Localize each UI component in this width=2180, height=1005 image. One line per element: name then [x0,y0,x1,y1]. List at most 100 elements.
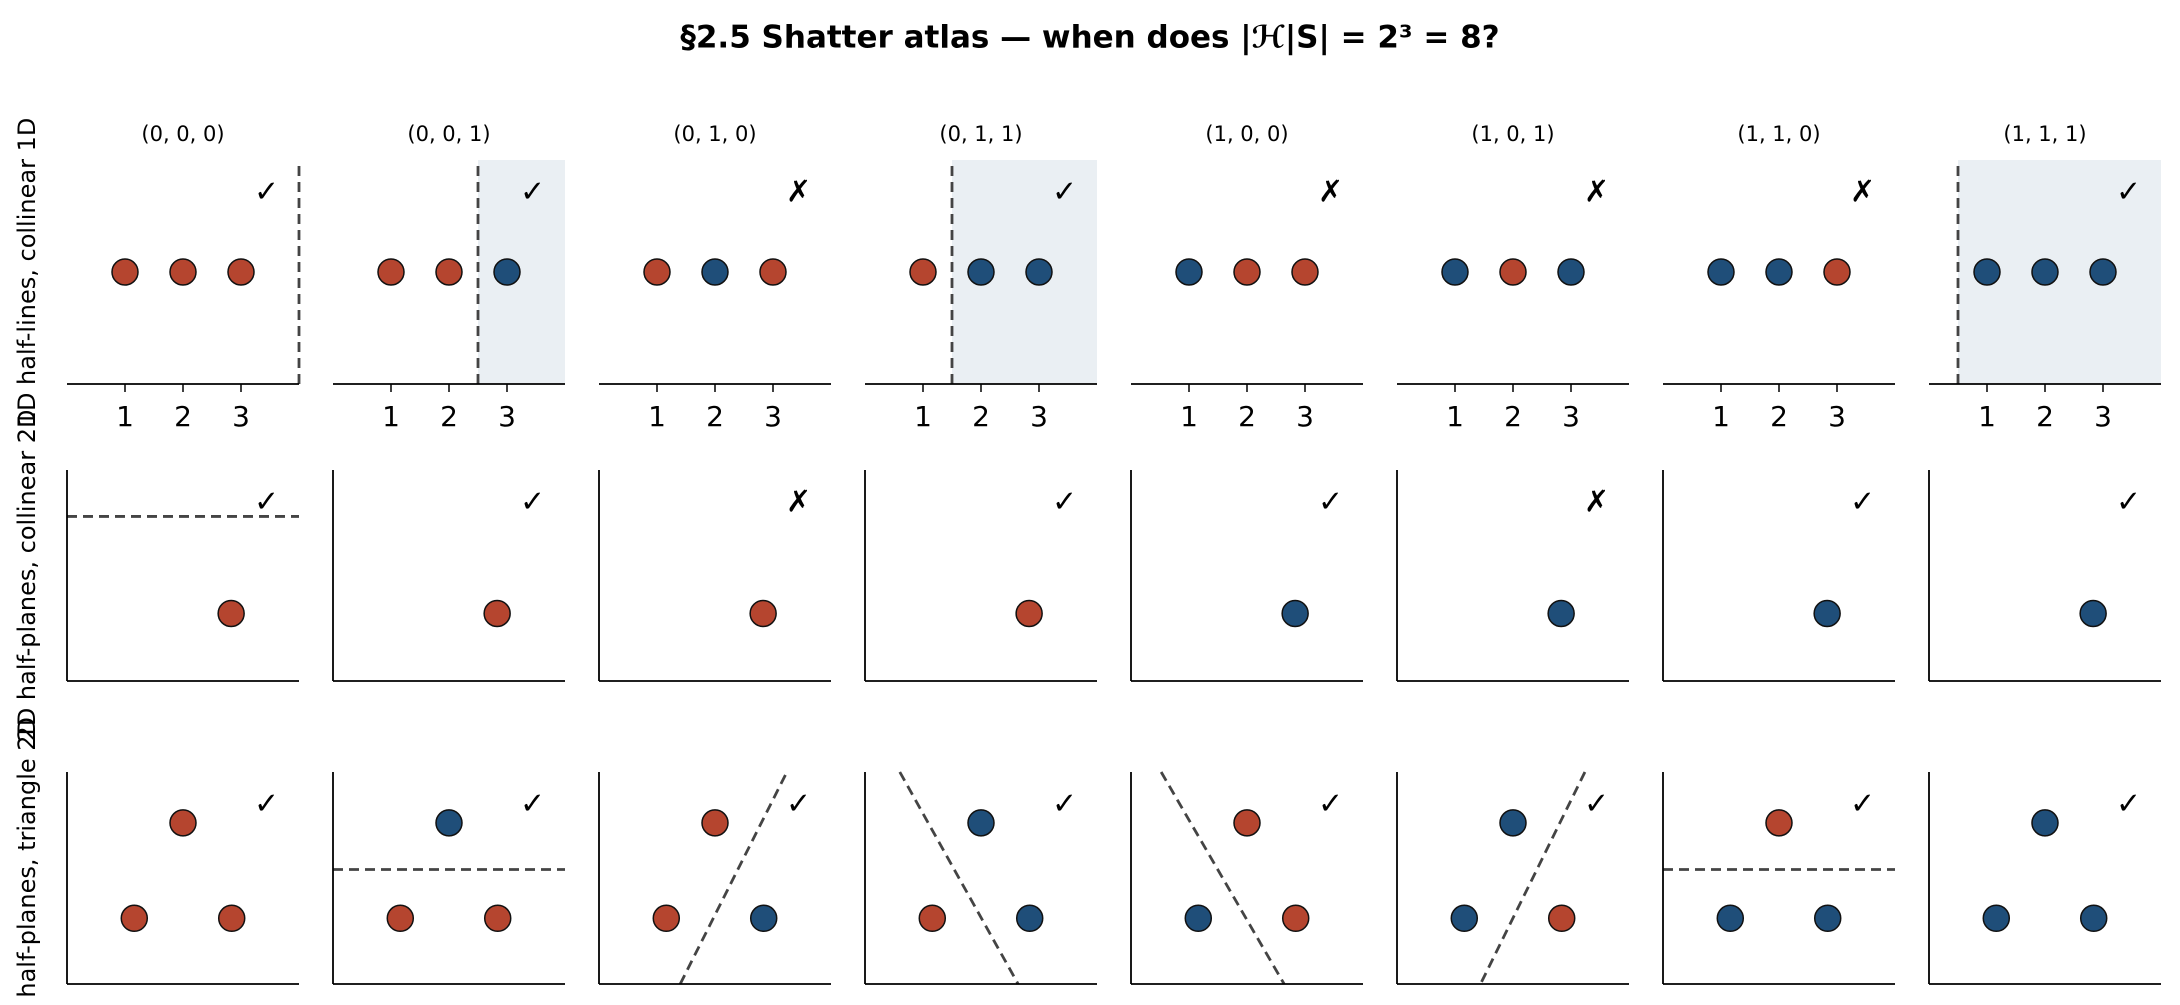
point [701,809,729,837]
verdict: ✓ [1584,787,1609,822]
point [967,809,995,837]
verdict: ✓ [520,175,545,210]
verdict: ✓ [1850,787,1875,822]
x-tick-label: 2 [972,400,990,433]
column-label: (1, 0, 0) [1205,122,1288,146]
column-label: (1, 1, 1) [2003,122,2086,146]
verdict: ✓ [786,787,811,822]
column-label: (0, 1, 1) [939,122,1022,146]
point [1233,258,1261,286]
point [1716,904,1745,933]
verdict: ✓ [2116,175,2141,210]
point [1547,904,1576,933]
verdict: ✓ [520,787,545,822]
verdict: ✗ [1850,175,1875,210]
point [217,904,246,933]
verdict: ✗ [1318,175,1343,210]
point [1813,904,1842,933]
point [1450,904,1479,933]
point [1233,809,1261,837]
verdict: ✓ [1052,485,1077,520]
point [1765,809,1793,837]
point [701,258,729,286]
x-tick-label: 1 [1978,400,1996,433]
point [1707,258,1735,286]
point [749,904,778,933]
separator [1159,771,1286,985]
verdict: ✗ [1584,175,1609,210]
x-tick-label: 2 [440,400,458,433]
x-tick-label: 2 [2036,400,2054,433]
x-tick-label: 2 [174,400,192,433]
verdict: ✗ [786,485,811,520]
x-tick-label: 3 [498,400,516,433]
point [217,599,245,628]
shaded-region [478,160,565,384]
point [1765,258,1793,286]
point [1184,904,1213,933]
x-tick-label: 1 [1712,400,1730,433]
point [909,258,937,286]
point [643,258,671,286]
point [435,809,463,837]
point [749,599,777,628]
row-label: 2D half-planes, triangle 2D [13,717,41,1005]
point [227,258,255,286]
verdict: ✓ [254,485,279,520]
point [1015,904,1044,933]
point [1015,599,1043,628]
point [1281,599,1309,628]
column-label: (1, 1, 0) [1737,122,1820,146]
verdict: ✓ [1850,485,1875,520]
x-tick-label: 1 [648,400,666,433]
point [377,258,405,286]
point [1025,258,1053,286]
point [1557,258,1585,286]
point [652,904,681,933]
chart-title: §2.5 Shatter atlas — when does |ℋ|S| = 2… [680,20,1499,56]
x-tick-label: 3 [1030,400,1048,433]
verdict: ✗ [1584,485,1609,520]
point [1973,258,2001,286]
column-label: (0, 0, 1) [407,122,490,146]
verdict: ✓ [1318,485,1343,520]
verdict: ✓ [254,787,279,822]
x-tick-label: 1 [1180,400,1198,433]
point [1813,599,1841,628]
point [2079,904,2108,933]
point [1823,258,1851,286]
point [1291,258,1319,286]
point [169,809,197,837]
x-tick-label: 3 [764,400,782,433]
verdict: ✓ [2116,485,2141,520]
verdict: ✓ [1318,787,1343,822]
point [2031,809,2059,837]
verdict: ✓ [1052,787,1077,822]
point [967,258,995,286]
separator [1479,771,1587,985]
x-tick-label: 1 [116,400,134,433]
point [2031,258,2059,286]
x-tick-label: 1 [382,400,400,433]
row-label: 2D half-planes, collinear 2D [13,410,41,742]
point [111,258,139,286]
point [120,904,149,933]
point [759,258,787,286]
x-tick-label: 2 [1504,400,1522,433]
point [918,904,947,933]
x-tick-label: 2 [1770,400,1788,433]
column-label: (1, 0, 1) [1471,122,1554,146]
verdict: ✓ [254,175,279,210]
x-tick-label: 3 [2094,400,2112,433]
x-tick-label: 3 [1562,400,1580,433]
row-label: 1D half-lines, collinear 1D [13,118,41,427]
verdict: ✓ [1052,175,1077,210]
point [1281,904,1310,933]
point [1175,258,1203,286]
column-label: (0, 0, 0) [141,122,224,146]
x-tick-label: 3 [1828,400,1846,433]
x-tick-label: 3 [232,400,250,433]
point [483,904,512,933]
point [1547,599,1575,628]
